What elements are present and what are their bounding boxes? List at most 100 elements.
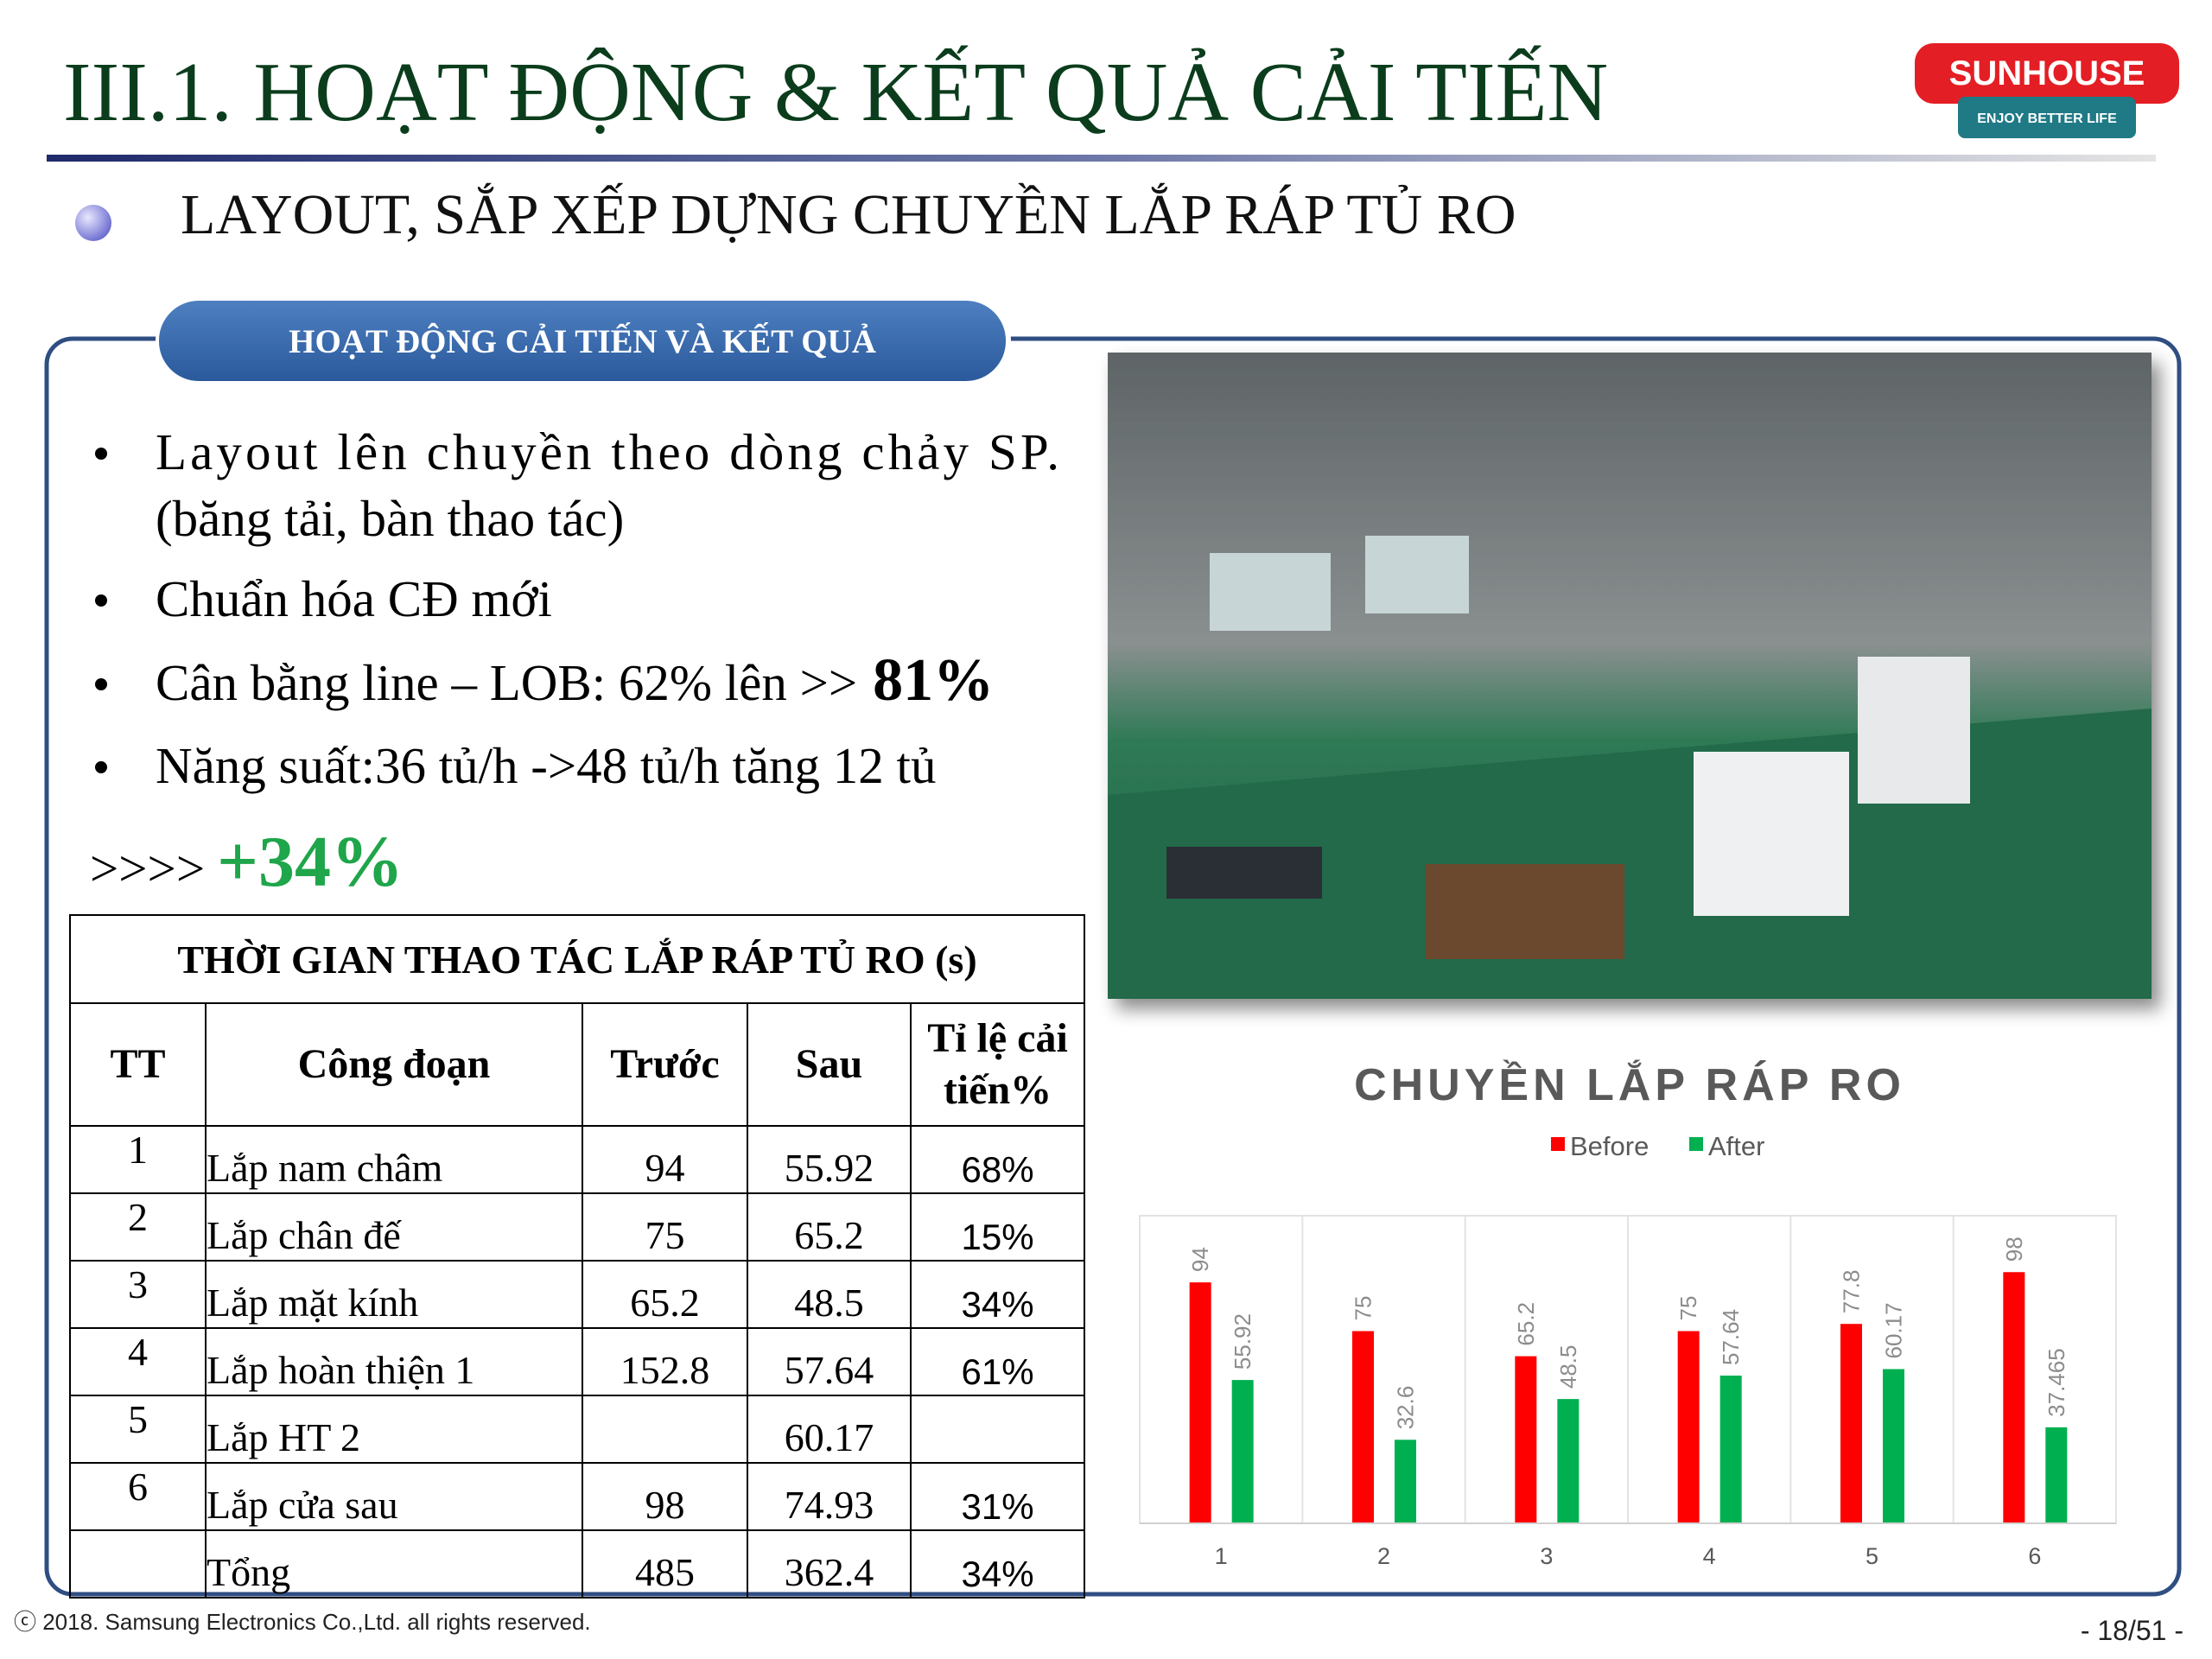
bar [1189,1282,1211,1523]
legend-label: After [1708,1131,1764,1161]
logo: SUNHOUSE ENJOY BETTER LIFE [1915,43,2179,138]
value-label: 55.92 [1230,1313,1255,1370]
value-label: 48.5 [1555,1345,1581,1389]
value-label: 37.465 [2044,1348,2069,1417]
table-cell: 68% [909,1125,1086,1194]
x-tick-label: 6 [2028,1543,2041,1569]
table-cell: 5 [69,1395,207,1464]
table-cell: 75 [582,1192,748,1262]
photo-window [1210,553,1331,631]
legend-swatch [1689,1137,1703,1151]
bar [2003,1272,2025,1523]
bar-chart: CHUYỀN LẮP RÁP RO Before After 1 94 55.92 2 75 3… [1139,1059,2117,1569]
bar [1515,1356,1537,1523]
table-cell: 362.4 [747,1529,912,1599]
table-row: THỜI GIAN THAO TÁC LẮP RÁP TỦ RO (s) [68,914,1086,1004]
table-cell: Lắp mặt kính [205,1260,583,1329]
value-label: 94 [1187,1247,1213,1272]
table-title: THỜI GIAN THAO TÁC LẮP RÁP TỦ RO (s) [68,914,1086,1004]
table-cell: 60.17 [747,1395,912,1464]
table-row: 3 Lắp mặt kính 65.2 48.5 34% [69,1260,1086,1329]
page-number: - 18/51 - [2081,1615,2183,1646]
table-cell [909,1395,1086,1464]
x-tick-label: 2 [1377,1543,1390,1569]
table-cell: 61% [909,1327,1086,1396]
bullet-list: Layout lên chuyền theo dòng chảy SP. (băn… [90,423,1059,902]
value-label: 75 [1675,1296,1701,1321]
bullet-text: Năng suất:36 tủ/h ->48 tủ/h tăng 12 tủ [156,737,936,794]
slide-title: III.1. HOẠT ĐỘNG & KẾT QUẢ CẢI TIẾN [63,45,1608,139]
value-label: 75 [1351,1296,1376,1321]
bar [1719,1376,1742,1523]
value-label: 65.2 [1513,1302,1539,1346]
table-cell: 65.2 [582,1260,748,1329]
value-label: 98 [2001,1236,2027,1262]
copyright: ⓒ 2018. Samsung Electronics Co.,Ltd. all… [14,1609,591,1635]
x-tick-label: 5 [1866,1543,1878,1569]
x-tick-label: 4 [1703,1543,1716,1569]
table-cell: 6 [69,1462,207,1531]
legend-label: Before [1570,1131,1649,1161]
result-emphasis: +34% [217,822,404,902]
table-row: 2 Lắp chân đế 75 65.2 15% [69,1192,1086,1262]
table-cell: Lắp HT 2 [205,1395,583,1464]
column-header: Công đoạn [205,1002,583,1127]
bullet-emphasis: 81% [873,647,994,714]
value-label: 57.64 [1718,1309,1744,1365]
column-header: TT [69,1002,207,1127]
table-cell: 15% [909,1192,1086,1262]
bullet-text: Cân bằng line – LOB: 62% lên >> [156,654,857,711]
table-row: 6 Lắp cửa sau 98 74.93 31% [69,1462,1086,1531]
x-tick-label: 1 [1215,1543,1228,1569]
table-cell: 98 [582,1462,748,1531]
table-row: TT Công đoạn Trước Sau Tỉ lệ cải tiến% [69,1002,1086,1127]
table-cell: 74.93 [747,1462,912,1531]
table-cell: 152.8 [582,1327,748,1396]
bullet-text: (băng tải, bàn thao tác) [156,490,624,547]
table-row: Tổng 485 362.4 34% [69,1529,1086,1599]
title-rule [47,155,2156,162]
bar [1840,1324,1862,1523]
section-label: HOẠT ĐỘNG CẢI TIẾN VÀ KẾT QUẢ [289,321,876,360]
table-cell: 57.64 [747,1327,912,1396]
value-label: 32.6 [1393,1386,1419,1430]
column-header: Trước [582,1002,748,1127]
photo-window [1365,536,1469,613]
table-cell: Lắp nam châm [205,1125,583,1194]
bar [1557,1399,1580,1523]
table-cell [582,1395,748,1464]
chart-title: CHUYỀN LẮP RÁP RO [1354,1059,1905,1110]
x-tick-label: 3 [1540,1543,1553,1569]
photo-table [1166,847,1322,899]
table-cell [69,1529,207,1599]
table-cell: 31% [909,1462,1086,1531]
result: >>>> +34% [90,822,404,902]
table-cell: 34% [909,1260,1086,1329]
bullet-ball [75,205,111,241]
data-table: THỜI GIAN THAO TÁC LẮP RÁP TỦ RO (s) TT Cô… [68,914,1086,1599]
value-label: 60.17 [1881,1302,1907,1358]
table-cell: 55.92 [747,1125,912,1194]
photo-cabinet [1858,657,1970,804]
photo-cabinet [1694,752,1849,916]
column-header: Sau [747,1002,912,1127]
bar [1677,1331,1700,1523]
table-cell: 3 [69,1260,207,1329]
bullet-dot [95,594,107,607]
table-cell: 2 [69,1192,207,1262]
table-cell: Lắp cửa sau [205,1462,583,1531]
subtitle: LAYOUT, SẮP XẾP DỰNG CHUYỀN LẮP RÁP TỦ R… [181,182,1516,246]
table-cell: 4 [69,1327,207,1396]
bar [1231,1380,1254,1523]
table-cell: Lắp hoàn thiện 1 [205,1327,583,1396]
table-cell: 48.5 [747,1260,912,1329]
table-cell: 485 [582,1529,748,1599]
logo-slogan: ENJOY BETTER LIFE [1977,111,2117,126]
logo-band [1958,97,2136,138]
table-cell: 65.2 [747,1192,912,1262]
value-label: 77.8 [1839,1270,1865,1314]
photo [1108,353,2152,999]
table-cell: 1 [69,1125,207,1194]
bullet-text: Layout lên chuyền theo dòng chảy SP. [156,423,1059,480]
